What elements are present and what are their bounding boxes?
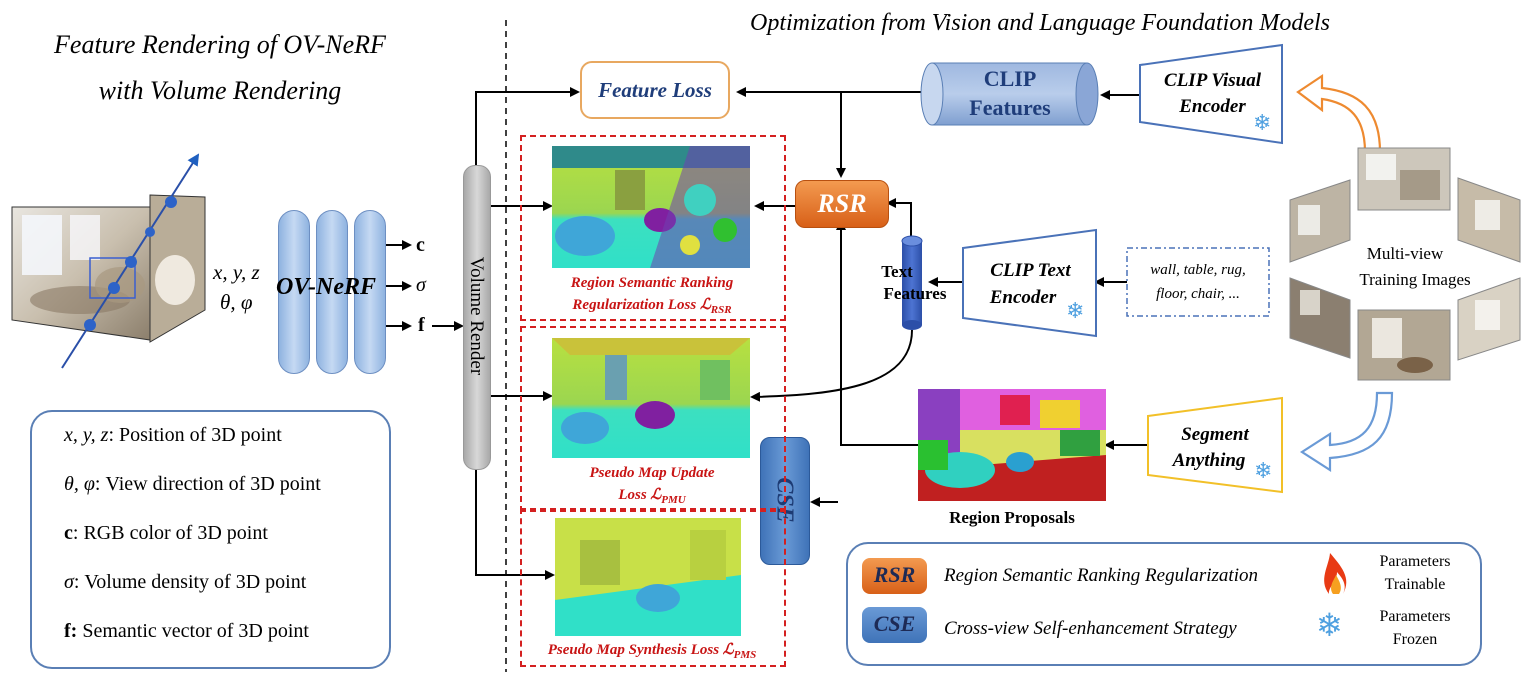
symbol-legend-desc: : Position of 3D point [108, 424, 282, 446]
rsr-loss-box [520, 135, 786, 321]
multi-view-images [1289, 147, 1521, 381]
pms-loss-box [520, 508, 786, 667]
symbol-legend-row: c: RGB color of 3D point [64, 522, 384, 571]
symbol-legend-symbol: θ, φ [64, 473, 95, 495]
symbol-legend-symbol: σ [64, 571, 74, 593]
input-angles: θ, φ [220, 290, 253, 314]
feature-loss-box [580, 61, 730, 119]
network-label: OV-NeRF [276, 274, 377, 300]
volume-render-label: Volume Render [466, 256, 487, 376]
segment-anything-shape [1147, 396, 1283, 494]
clip-visual-encoder-shape [1139, 43, 1283, 145]
symbol-legend-symbol: x, y, z [64, 424, 109, 446]
network-layer-3 [354, 210, 386, 374]
left-title-line1: Feature Rendering of OV-NeRF [54, 30, 386, 59]
symbol-legend-symbol: f: [64, 620, 78, 642]
segment-anything-line1: Segment [1181, 424, 1249, 445]
text-features-cylinder-icon [901, 235, 923, 330]
multi-view-line2: Training Images [1359, 270, 1471, 289]
symbol-legend-row: f: Semantic vector of 3D point [64, 620, 384, 669]
symbol-legend-desc: : Volume density of 3D point [73, 571, 307, 593]
snowflake-icon: ❄ [1253, 110, 1272, 135]
legend-frozen-line1: Parameters [1379, 608, 1451, 625]
symbol-legend-desc: Semantic vector of 3D point [77, 620, 309, 642]
legend-trainable-line2: Trainable [1384, 576, 1446, 593]
legend-rsr-abbr: RSR [873, 562, 916, 587]
symbol-legend-row: σ: Volume density of 3D point [64, 571, 384, 620]
volume-render-bar [463, 165, 491, 470]
pmu-loss-box [520, 326, 786, 512]
region-proposals-label: Region Proposals [949, 508, 1075, 527]
symbol-legend-rows: x, y, z: Position of 3D point θ, φ: View … [64, 424, 384, 669]
clip-text-line2: Encoder [989, 287, 1057, 308]
snowflake-icon: ❄ [1316, 607, 1343, 643]
clip-text-encoder-shape [962, 228, 1097, 338]
legend-cse-full: Cross-view Self-enhancement Strategy [944, 618, 1237, 639]
clip-features-line1: CLIP [983, 66, 1037, 91]
legend-cse-abbr: CSE [873, 611, 916, 636]
pmu-caption-line1: Pseudo Map Update [589, 465, 715, 481]
text-prompt-box [1126, 247, 1270, 317]
symbol-legend-symbol: c [64, 522, 73, 544]
clip-visual-line2: Encoder [1179, 96, 1246, 117]
right-title: Optimization from Vision and Language Fo… [750, 10, 1330, 36]
legend-trainable-line1: Parameters [1379, 553, 1451, 570]
region-proposals-image [918, 389, 1106, 501]
rsr-loss-image [552, 146, 750, 268]
orange-curve-arrow-icon [1296, 73, 1382, 154]
snowflake-icon: ❄ [1066, 298, 1085, 323]
clip-visual-line1: CLIP Visual [1164, 70, 1261, 91]
network-layer-2 [316, 210, 348, 374]
module-legend [846, 542, 1482, 666]
pms-caption: Pseudo Map Synthesis Loss ℒPMS [547, 642, 757, 661]
output-f: f [418, 314, 425, 336]
pms-loss-image [555, 518, 741, 636]
output-sigma: σ [416, 274, 426, 296]
multi-view-line1: Multi-view [1366, 244, 1444, 263]
symbol-legend-row: θ, φ: View direction of 3D point [64, 473, 384, 522]
symbol-legend-desc: : RGB color of 3D point [72, 522, 268, 544]
snowflake-icon: ❄ [1254, 458, 1273, 483]
pmu-caption-line2: Loss ℒPMU [618, 487, 686, 506]
clip-features-line2: Features [969, 95, 1051, 120]
symbol-legend-desc: : View direction of 3D point [94, 473, 321, 495]
feature-loss-label: Feature Loss [598, 78, 712, 102]
text-features-line1: Text [881, 262, 913, 281]
blue-curve-arrow-icon [1299, 391, 1394, 473]
rsr-caption-line2: Regularization Loss ℒRSR [572, 297, 732, 316]
clip-text-line1: CLIP Text [990, 260, 1071, 281]
output-c: c [416, 234, 425, 256]
text-prompt-line2: floor, chair, ... [1156, 286, 1240, 302]
rsr-caption-line1: Region Semantic Ranking [570, 275, 734, 291]
text-features-line2: Features [883, 284, 947, 303]
flame-icon [1324, 553, 1347, 594]
input-xyz: x, y, z [213, 260, 260, 284]
legend-frozen-line2: Frozen [1392, 631, 1438, 648]
text-prompt-line1: wall, table, rug, [1150, 262, 1246, 278]
segment-anything-line2: Anything [1172, 450, 1246, 471]
network-layer-1 [278, 210, 310, 374]
clip-features-cylinder-icon [920, 62, 1099, 126]
input-room-cube [11, 153, 206, 369]
left-title-line2: with Volume Rendering [98, 76, 342, 105]
symbol-legend-row: x, y, z: Position of 3D point [64, 424, 384, 473]
pmu-loss-image [552, 338, 750, 458]
rsr-badge: RSR [795, 180, 889, 228]
symbol-legend [30, 410, 391, 669]
legend-rsr-full: Region Semantic Ranking Regularization [944, 565, 1258, 586]
